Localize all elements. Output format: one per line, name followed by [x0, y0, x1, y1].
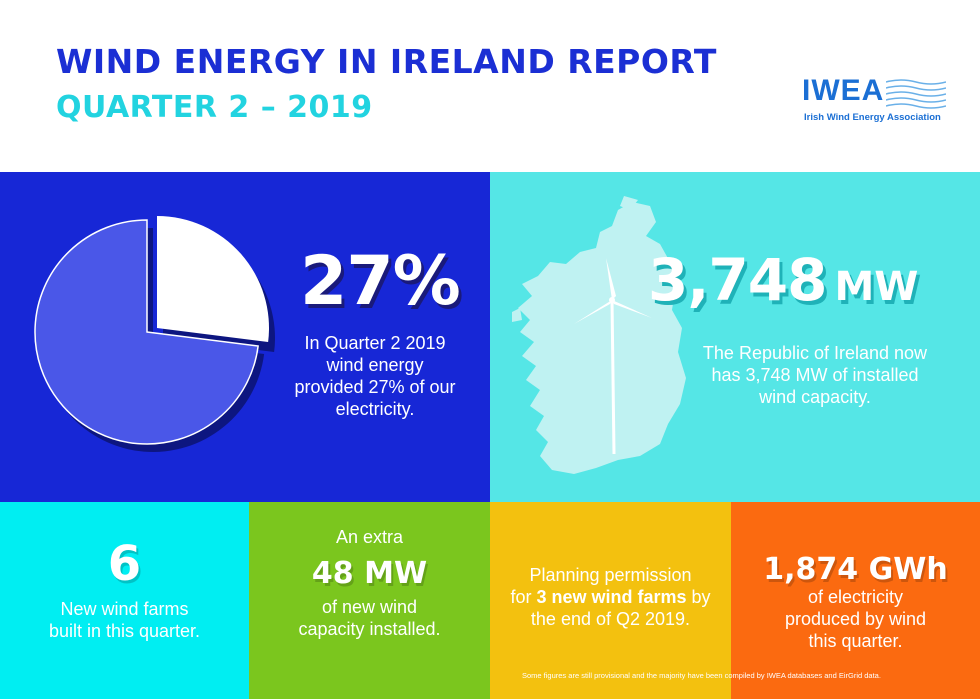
planning-line2: for 3 new wind farms by	[490, 586, 731, 608]
generation-value: 1,874 GWh	[763, 552, 948, 587]
new-farms-line2: built in this quarter.	[48, 621, 201, 641]
new-capacity-value: 48 MW	[311, 556, 428, 591]
generation-tile: 1,874 GWh of electricity produced by win…	[731, 502, 980, 699]
wind-share-value: 27%	[300, 242, 461, 321]
new-farms-value: 6	[107, 536, 142, 592]
new-farms-tile: 6 New wind farms built in this quarter.	[0, 502, 249, 699]
capacity-unit: MW	[834, 264, 919, 310]
logo-name: IWEA	[802, 74, 885, 107]
planning-line1: Planning permission	[529, 565, 692, 585]
wind-share-panel: 27% In Quarter 2 2019 wind energy provid…	[0, 172, 490, 502]
planning-bold: 3 new wind farms	[536, 587, 687, 607]
planning-post: by	[686, 587, 711, 607]
planning-pre: for	[510, 587, 537, 607]
new-capacity-line2: capacity installed.	[298, 619, 441, 639]
new-farms-line1: New wind farms	[60, 599, 189, 619]
wind-turbine-icon	[574, 258, 652, 455]
header: WIND ENERGY IN IRELAND REPORT QUARTER 2 …	[0, 0, 980, 172]
capacity-value: 3,748 MW	[648, 246, 918, 314]
generation-line1: of electricity	[807, 587, 904, 607]
logo-tagline: Irish Wind Energy Association	[804, 112, 941, 123]
pie-chart-icon	[34, 216, 275, 452]
planning-line3: the end of Q2 2019.	[530, 609, 691, 629]
report-title: WIND ENERGY IN IRELAND REPORT	[56, 42, 717, 81]
new-capacity-tile: An extra 48 MW of new wind capacity inst…	[249, 502, 490, 699]
pie-slice-wind	[157, 216, 269, 343]
generation-line2: produced by wind	[784, 609, 927, 629]
pie-slice-other	[34, 219, 259, 445]
capacity-panel: 3,748 MW The Republic of Ireland now has …	[490, 172, 980, 502]
new-capacity-prefix: An extra	[335, 527, 404, 547]
new-capacity-line1: of new wind	[321, 597, 418, 617]
iwea-logo: IWEA Irish Wind Energy Association	[800, 74, 950, 134]
capacity-description: The Republic of Ireland now has 3,748 MW…	[702, 343, 928, 407]
wind-share-description: In Quarter 2 2019 wind energy provided 2…	[294, 333, 456, 419]
ireland-map-icon	[512, 196, 686, 474]
footnote: Some figures are still provisional and t…	[522, 671, 881, 680]
planning-tile: Planning permission for 3 new wind farms…	[490, 502, 731, 699]
report-subtitle: QUARTER 2 – 2019	[56, 90, 373, 125]
capacity-number: 3,748	[648, 246, 827, 314]
wind-waves-icon	[886, 79, 946, 109]
generation-line3: this quarter.	[808, 631, 903, 651]
